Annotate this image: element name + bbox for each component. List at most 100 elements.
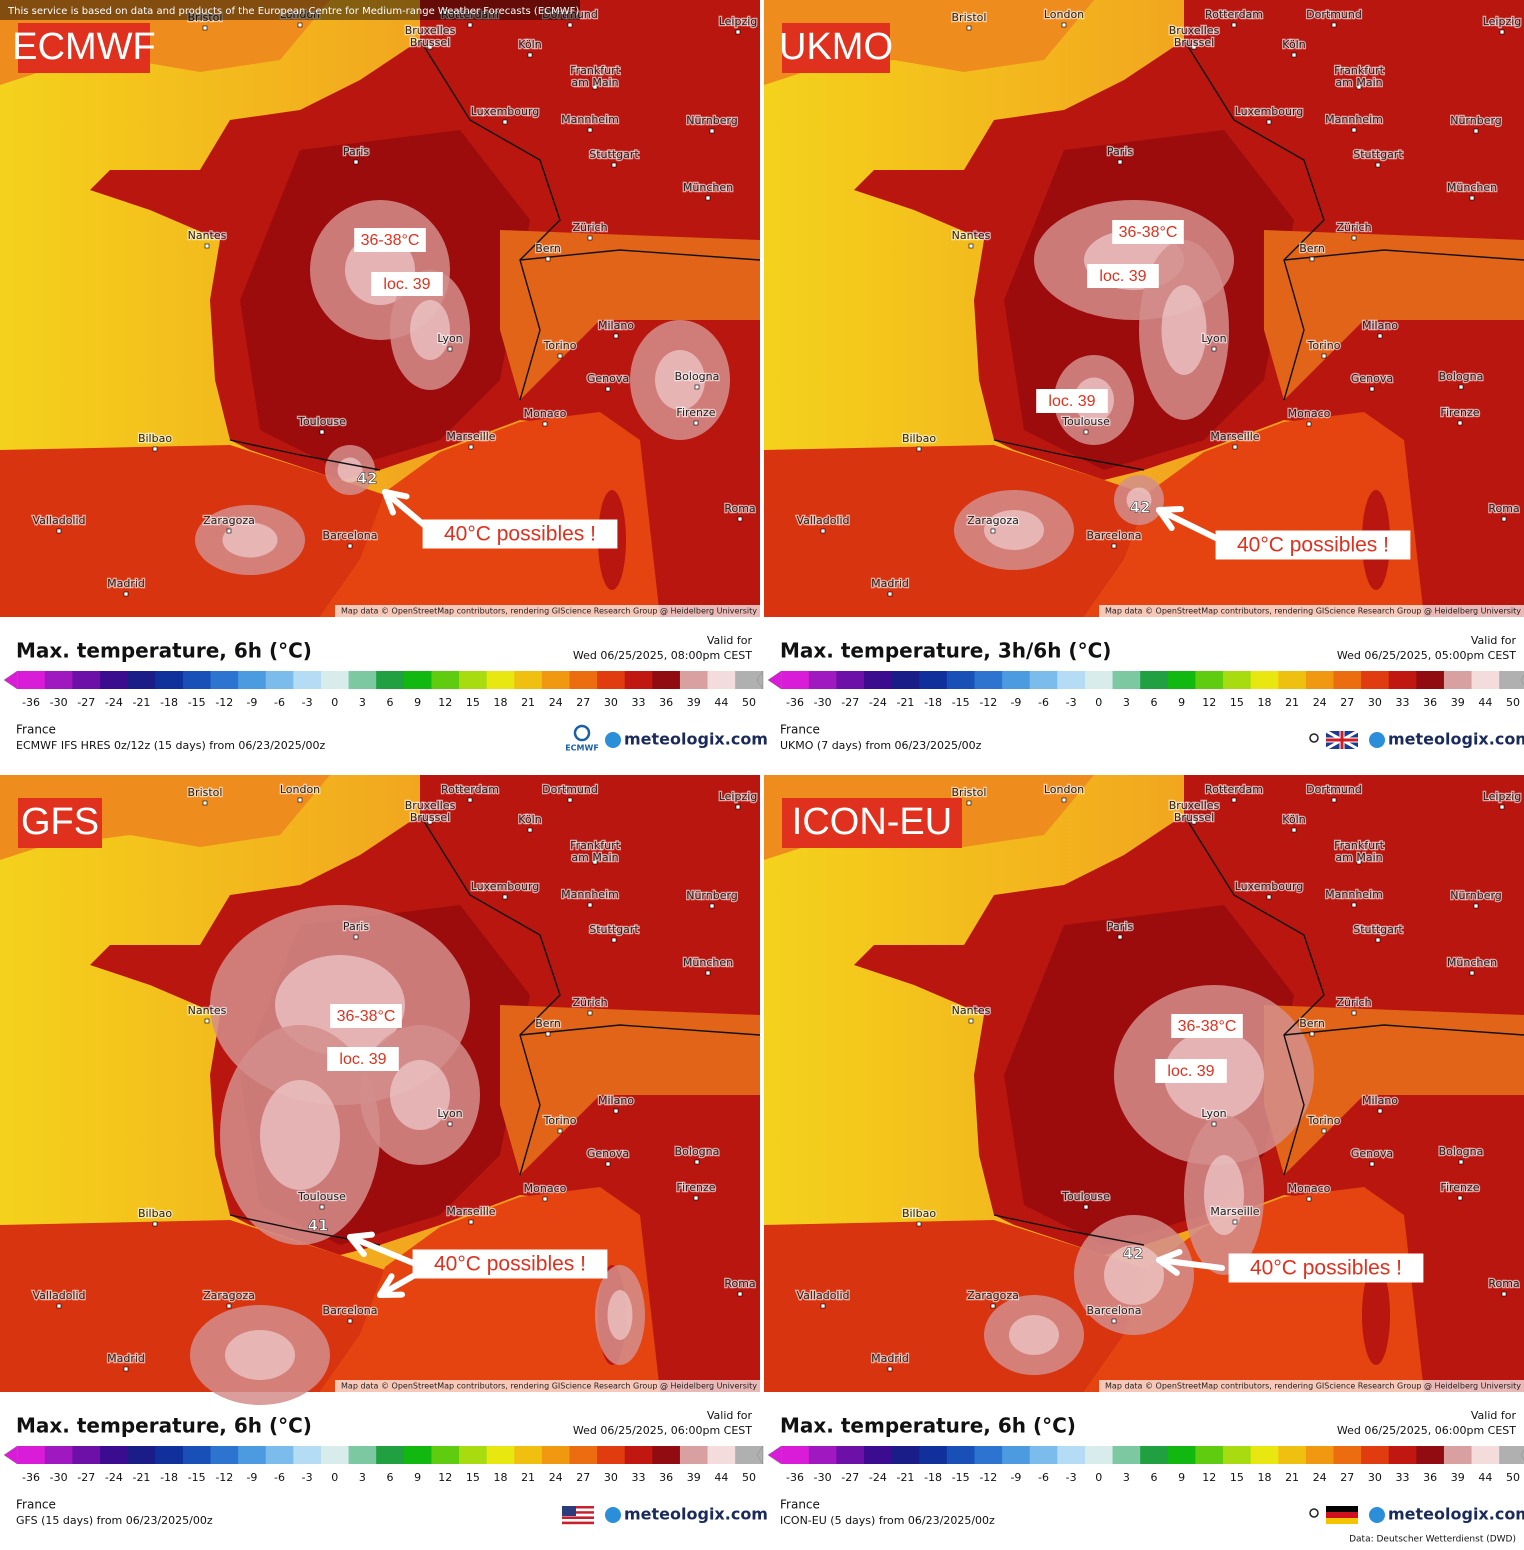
city-dot bbox=[1117, 934, 1123, 940]
flag-cross bbox=[1326, 731, 1358, 749]
colorbar-segment bbox=[403, 671, 432, 689]
colorbar-tick: 27 bbox=[1340, 696, 1354, 709]
city-label: Köln bbox=[1282, 38, 1305, 51]
city-dot bbox=[1356, 84, 1362, 90]
colorbar-segment bbox=[1057, 1446, 1086, 1464]
flag-stripe bbox=[562, 1516, 594, 1519]
city-dot bbox=[319, 1204, 325, 1210]
city-label: Valladolid bbox=[796, 514, 849, 527]
city-label: Frankfurt bbox=[1334, 64, 1384, 77]
colorbar-end bbox=[756, 670, 764, 690]
city-dot bbox=[1061, 22, 1067, 28]
city-dot bbox=[527, 827, 533, 833]
city-dot bbox=[468, 1219, 474, 1225]
colorbar-segment bbox=[781, 1446, 810, 1464]
city-label: Mannheim bbox=[1325, 888, 1383, 901]
colorbar-tick: 44 bbox=[714, 1471, 728, 1484]
colorbar-tick: 27 bbox=[1340, 1471, 1354, 1484]
hot-core bbox=[1161, 285, 1207, 375]
model-label: ICON-EU bbox=[792, 801, 952, 843]
valid-label: Valid for bbox=[707, 634, 753, 647]
city-label: Stuttgart bbox=[589, 148, 639, 161]
flag-stripe bbox=[562, 1521, 594, 1525]
city-dot bbox=[693, 1195, 699, 1201]
city-label: Toulouse bbox=[1061, 1190, 1110, 1203]
city-label: Lyon bbox=[1201, 1107, 1226, 1120]
city-label: Rotterdam bbox=[1205, 8, 1263, 21]
city-label: Milano bbox=[1362, 319, 1398, 332]
colorbar-tick: -15 bbox=[952, 696, 970, 709]
city-label: am Main bbox=[1335, 76, 1382, 89]
annotation-box bbox=[1228, 1253, 1424, 1283]
border bbox=[993, 814, 1524, 1246]
flag-stripe bbox=[562, 1508, 594, 1512]
attribution: Map data © OpenStreetMap contributors, r… bbox=[341, 607, 757, 616]
colorbar-segment bbox=[808, 1446, 837, 1464]
city-label: Madrid bbox=[871, 577, 909, 590]
city-dot bbox=[916, 446, 922, 452]
colorbar-segment bbox=[1250, 1446, 1279, 1464]
city-label: Zaragoza bbox=[967, 514, 1019, 527]
colorbar-tick: -24 bbox=[869, 1471, 887, 1484]
city-dot bbox=[1369, 1161, 1375, 1167]
city-label: Rotterdam bbox=[441, 783, 499, 796]
arrow bbox=[347, 1234, 421, 1268]
city-dot bbox=[1469, 195, 1475, 201]
colorbar-tick: 30 bbox=[604, 1471, 618, 1484]
city-dot bbox=[968, 1018, 974, 1024]
city-dot bbox=[1231, 22, 1237, 28]
city-label: Torino bbox=[1307, 1114, 1341, 1127]
city-label: Leipzig bbox=[719, 790, 758, 803]
annotation-box bbox=[371, 272, 443, 296]
city-dot bbox=[542, 1196, 548, 1202]
city-dot bbox=[1457, 420, 1463, 426]
city-label: Brussel bbox=[1174, 811, 1214, 824]
city-dot bbox=[202, 25, 208, 31]
colorbar-tick: 30 bbox=[1368, 1471, 1382, 1484]
city-label: Luxembourg bbox=[471, 105, 540, 118]
city-dot bbox=[693, 420, 699, 426]
flag-canton bbox=[562, 1506, 576, 1516]
peak-label: 42 bbox=[1130, 499, 1151, 517]
city-label: Torino bbox=[543, 1114, 577, 1127]
peak-label: 42 bbox=[357, 470, 378, 488]
colorbar-tick: 9 bbox=[414, 1471, 421, 1484]
panel: London Bristol Rotterdam Dortmund Leipzig Bru… bbox=[764, 0, 1524, 752]
colorbar-tick: 0 bbox=[331, 1471, 338, 1484]
annotation: 40°C possibles ! bbox=[1250, 1257, 1402, 1280]
colorbar-segment bbox=[735, 671, 764, 689]
annotation-box bbox=[327, 1047, 399, 1071]
colorbar-segment bbox=[348, 671, 377, 689]
city-dot bbox=[694, 384, 700, 390]
mediterranean bbox=[1084, 412, 1424, 617]
city-dot bbox=[152, 446, 158, 452]
colorbar-tick: -30 bbox=[814, 1471, 832, 1484]
colorbar-segment bbox=[1167, 671, 1196, 689]
colorbar-tick: 0 bbox=[1095, 1471, 1102, 1484]
city-dot bbox=[1351, 902, 1357, 908]
city-label: Firenze bbox=[1440, 1181, 1479, 1194]
city-dot bbox=[1473, 128, 1479, 134]
valid-label: Valid for bbox=[707, 1409, 753, 1422]
city-label: Milano bbox=[1362, 1094, 1398, 1107]
colorbar-tick: 39 bbox=[687, 696, 701, 709]
colorbar-segment bbox=[1416, 1446, 1445, 1464]
city-dot bbox=[1377, 1108, 1383, 1114]
city-label: Firenze bbox=[1440, 406, 1479, 419]
valid-time: Wed 06/25/2025, 08:00pm CEST bbox=[573, 649, 752, 662]
city-label: Zürich bbox=[1336, 221, 1371, 234]
city-label: Zaragoza bbox=[967, 1289, 1019, 1302]
city-dot bbox=[1457, 1195, 1463, 1201]
colorbar-tick: -6 bbox=[1038, 1471, 1049, 1484]
brand: meteologix.com bbox=[624, 730, 768, 749]
colorbar-tick: 6 bbox=[387, 1471, 394, 1484]
city-dot bbox=[1369, 386, 1375, 392]
colorbar-segment bbox=[836, 1446, 865, 1464]
corsica bbox=[1362, 1265, 1390, 1365]
city-label: London bbox=[1044, 783, 1084, 796]
colorbar-segment bbox=[1112, 671, 1141, 689]
colorbar-segment bbox=[376, 671, 405, 689]
city-dot bbox=[820, 528, 826, 534]
colorbar-tick: -12 bbox=[979, 1471, 997, 1484]
city-label: Paris bbox=[1107, 920, 1133, 933]
